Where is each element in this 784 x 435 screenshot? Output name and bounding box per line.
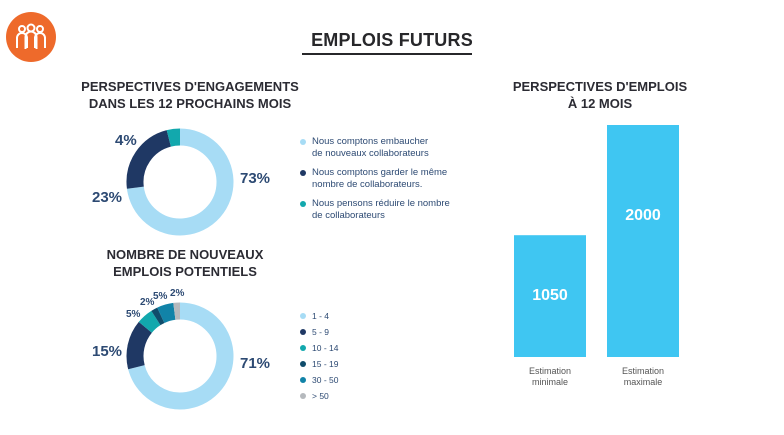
donut-slice-4	[157, 302, 176, 324]
slice-label-over-50: 2%	[170, 288, 185, 299]
bar-0	[514, 235, 586, 357]
legend-item-10-14: 10 - 14	[300, 342, 338, 354]
x-tick-label-min: Estimation minimale	[528, 366, 572, 387]
legend-label: Nous pensons réduire le nombre de collab…	[312, 198, 450, 221]
legend-dot	[300, 345, 306, 351]
legend-label: 30 - 50	[312, 375, 339, 385]
slice-label-reduce: 4%	[115, 132, 137, 149]
engagement-chart-title: PERSPECTIVES D'ENGAGEMENTS DANS LES 12 P…	[81, 79, 299, 111]
donut-slice-2	[166, 128, 181, 147]
donut-slice-0	[128, 302, 234, 410]
donut-slice-1	[126, 130, 172, 189]
slice-label-15-19: 2%	[140, 297, 155, 308]
legend-label: 5 - 9	[312, 327, 330, 337]
legend-item-keep: Nous comptons garder le même nombre de c…	[300, 167, 447, 191]
legend-dot	[300, 170, 306, 176]
legend-label: Nous comptons embaucher de nouveaux coll…	[312, 136, 429, 159]
legend-item-15-19: 15 - 19	[300, 358, 338, 370]
title-underline	[302, 53, 472, 55]
legend-dot	[300, 393, 306, 399]
legend-label: 15 - 19	[312, 359, 339, 369]
legend-item-over-50: > 50	[300, 390, 329, 402]
engagement-donut-chart	[126, 128, 234, 236]
legend-label: 10 - 14	[312, 343, 339, 353]
bar-value-label-0: 1050	[532, 287, 568, 304]
legend-item-1-4: 1 - 4	[300, 310, 329, 322]
bar-value-label-1: 2000	[625, 207, 661, 224]
legend-dot	[300, 139, 306, 145]
legend-item-hire: Nous comptons embaucher de nouveaux coll…	[300, 136, 429, 160]
legend-dot	[300, 329, 306, 335]
bar-1	[607, 125, 679, 357]
slice-label-1-4: 71%	[240, 355, 271, 372]
donut-slice-0	[126, 128, 234, 236]
slice-label-keep: 23%	[92, 189, 123, 206]
forecast-bar-chart: 1050 2000	[514, 125, 679, 357]
new-jobs-donut-chart	[126, 302, 234, 410]
legend-item-30-50: 30 - 50	[300, 374, 338, 386]
slice-label-30-50: 5%	[153, 291, 168, 302]
slice-label-10-14: 5%	[126, 309, 141, 320]
legend-item-5-9: 5 - 9	[300, 326, 329, 338]
legend-dot	[300, 361, 306, 367]
legend-label: > 50	[312, 391, 329, 401]
legend-dot	[300, 377, 306, 383]
people-group-icon	[16, 23, 46, 49]
legend-dot	[300, 201, 306, 207]
x-tick-label-max: Estimation maximale	[621, 366, 665, 387]
forecast-chart-title: PERSPECTIVES D'EMPLOIS À 12 MOIS	[512, 79, 688, 111]
legend-label: Nous comptons garder le même nombre de c…	[312, 167, 448, 190]
slice-label-hire: 73%	[240, 170, 271, 187]
donut-slice-1	[126, 321, 153, 370]
donut-slice-3	[151, 307, 165, 326]
logo	[6, 12, 56, 62]
new-jobs-chart-title: NOMBRE DE NOUVEAUX EMPLOIS POTENTIELS	[106, 247, 264, 279]
legend-item-reduce: Nous pensons réduire le nombre de collab…	[300, 198, 450, 222]
slice-label-5-9: 15%	[92, 343, 123, 360]
page-title: EMPLOIS FUTURS	[311, 30, 473, 50]
legend-dot	[300, 313, 306, 319]
donut-slice-2	[138, 310, 161, 333]
legend-label: 1 - 4	[312, 311, 330, 321]
